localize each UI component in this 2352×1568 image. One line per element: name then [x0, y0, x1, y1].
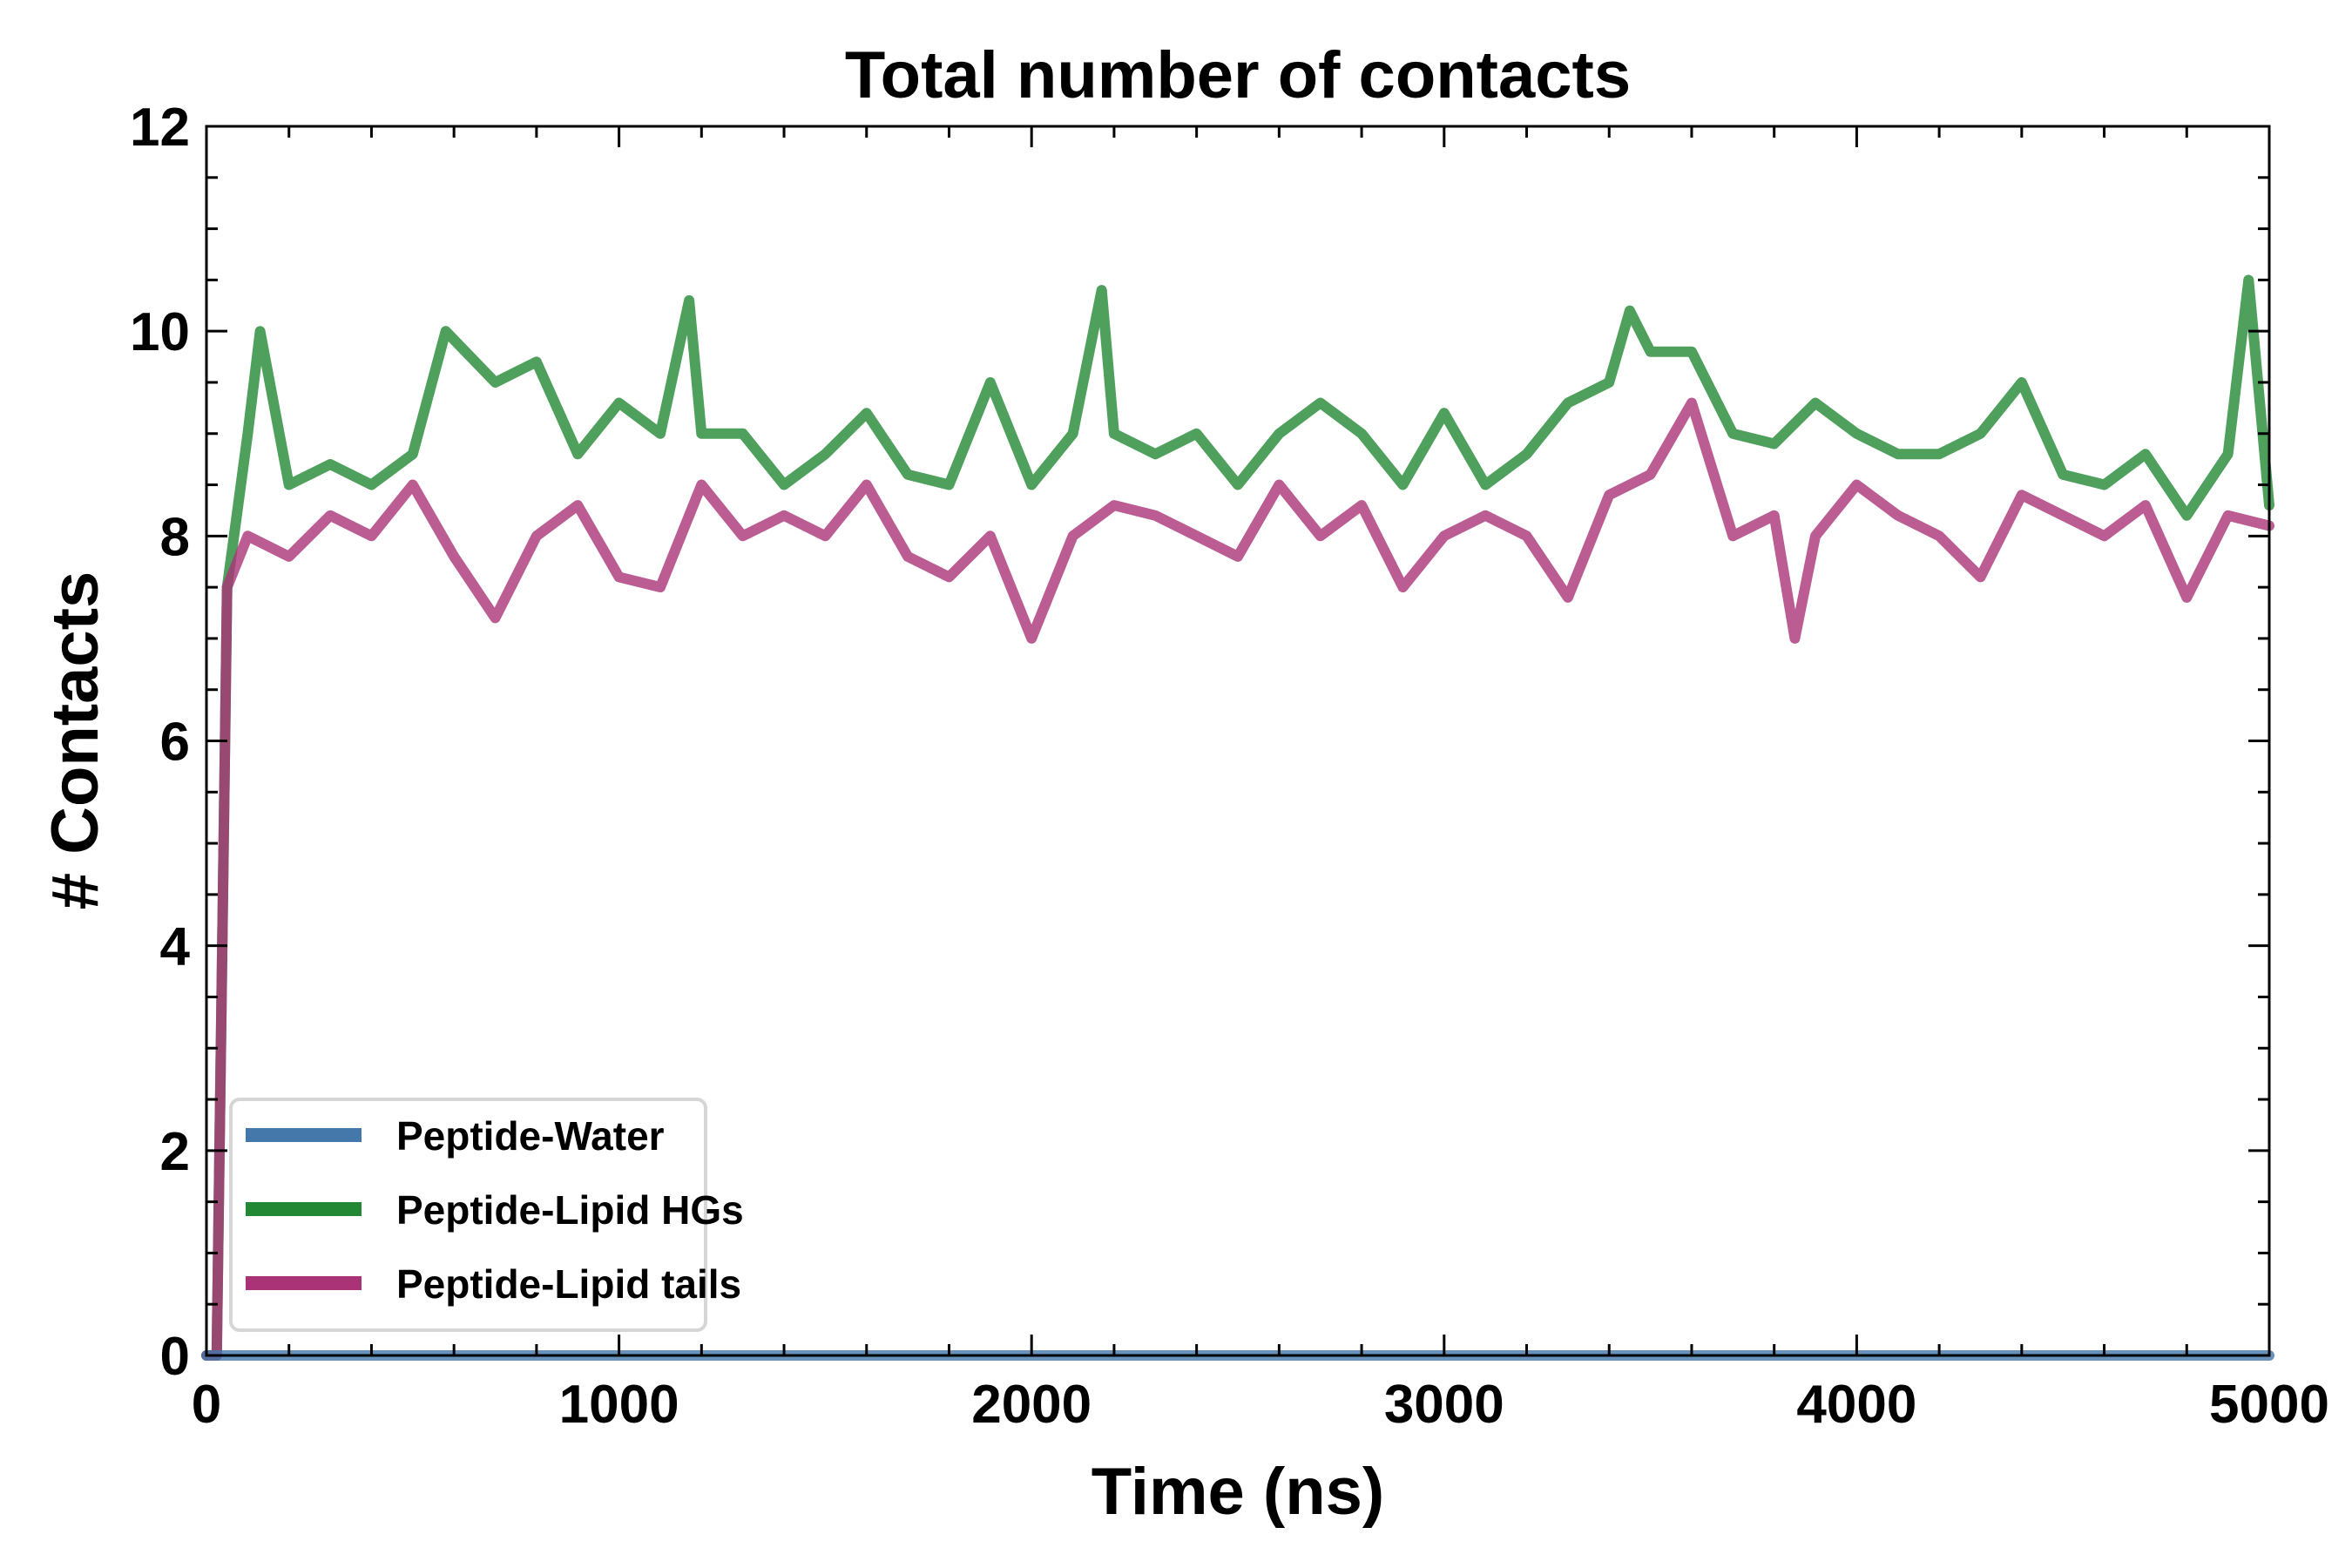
y-tick-label: 6: [160, 713, 190, 773]
x-tick-label: 1000: [559, 1375, 679, 1435]
legend-label: Peptide-Lipid HGs: [396, 1187, 744, 1233]
plot-frame: [205, 125, 2271, 1357]
x-tick-label: 2000: [971, 1375, 1092, 1435]
y-tick-label: 12: [130, 98, 190, 158]
y-tick-label: 2: [160, 1122, 190, 1182]
chart-title: Total number of contacts: [845, 38, 1631, 112]
y-tick-label: 10: [130, 302, 190, 362]
x-tick-label: 4000: [1796, 1375, 1916, 1435]
series-line-peptide-lipid-tails: [201, 397, 2274, 1361]
legend-label: Peptide-Water: [396, 1113, 665, 1159]
legend-box: [229, 1098, 707, 1332]
x-axis-title: Time (ns): [1092, 1455, 1384, 1529]
y-tick-label: 8: [160, 507, 190, 567]
legend-label: Peptide-Lipid tails: [396, 1261, 741, 1307]
x-tick-labels: 0 1000 2000 3000 4000 5000: [192, 1375, 2329, 1435]
x-tick-label: 3000: [1384, 1375, 1504, 1435]
y-tick-label: 0: [160, 1327, 190, 1387]
x-tick-label: 0: [192, 1375, 221, 1435]
x-tick-label: 5000: [2209, 1375, 2329, 1435]
y-tick-label: 4: [160, 917, 191, 977]
y-tick-labels: 0 2 4 6 8 10 12: [130, 98, 190, 1387]
y-axis-title: # Contacts: [38, 571, 112, 910]
legend: Peptide-Water Peptide-Lipid HGs Peptide-Li…: [229, 1098, 744, 1332]
series-line-peptide-lipid-hgs: [201, 274, 2274, 1361]
